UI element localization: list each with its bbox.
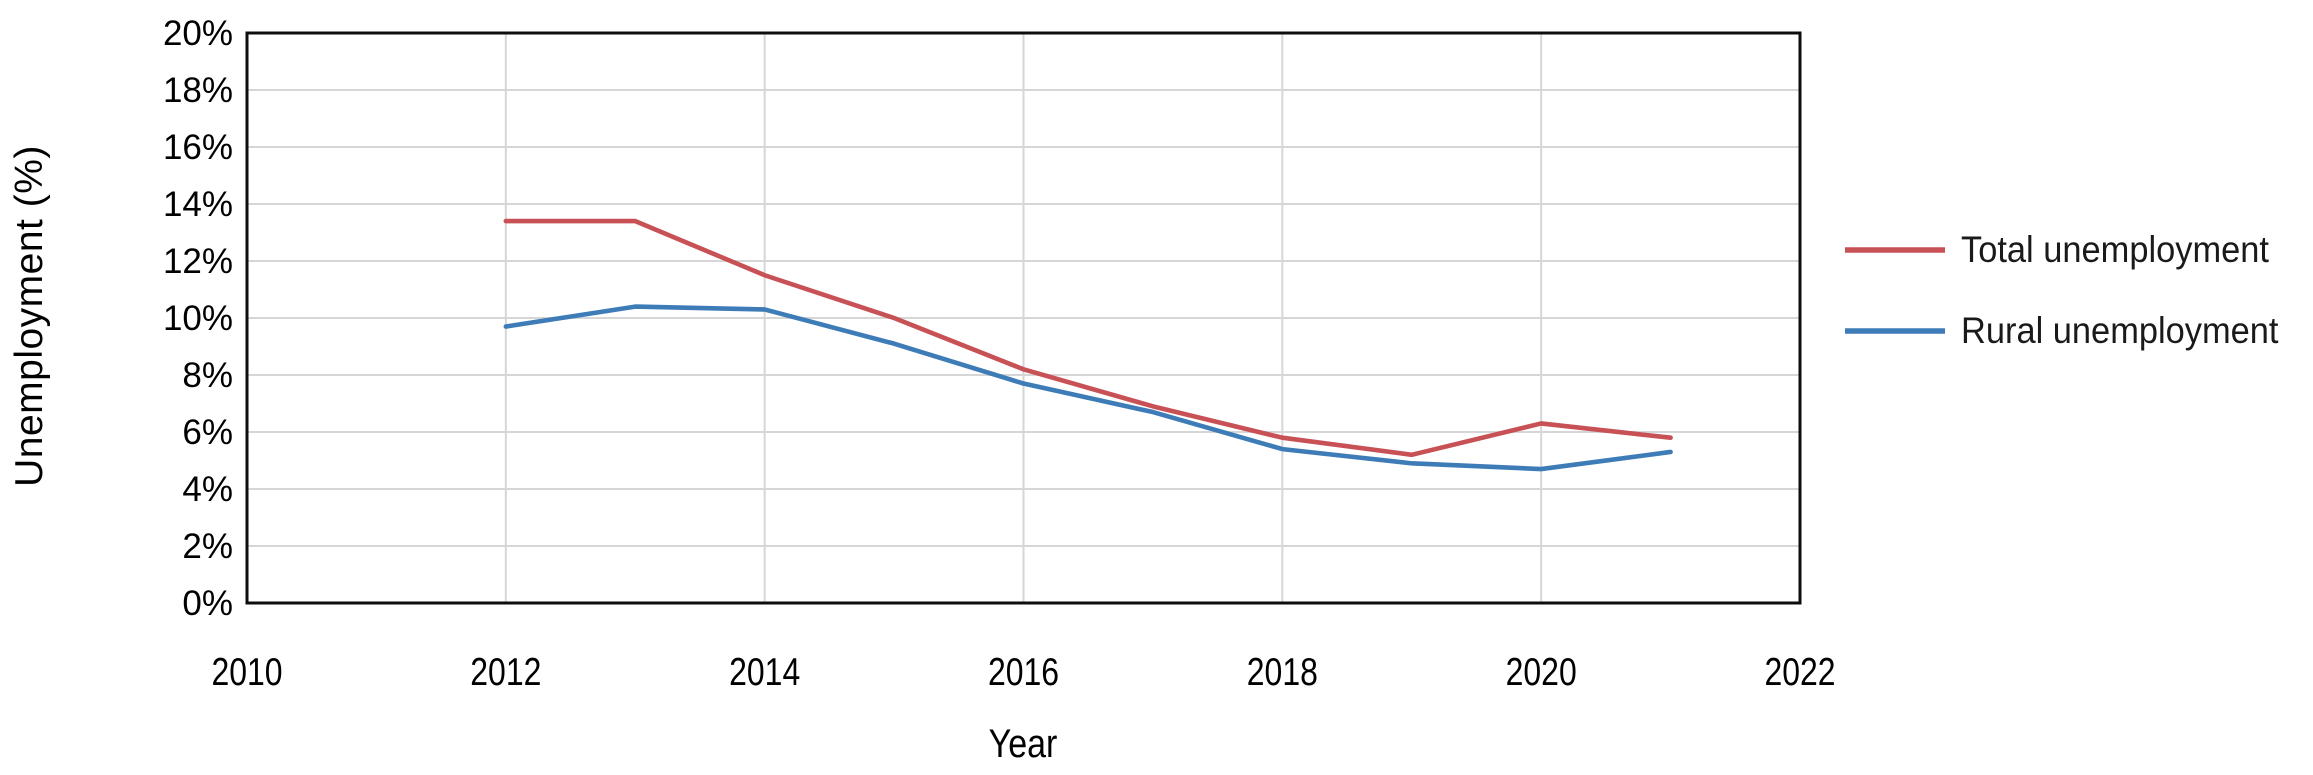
legend-item: Total unemployment — [1843, 225, 2292, 275]
y-tick-label: 4% — [182, 470, 233, 509]
x-tick-group: 2016 — [988, 650, 1059, 694]
y-tick-label: 10% — [163, 299, 233, 338]
x-tick-label: 2020 — [1506, 650, 1577, 694]
y-tick-label: 16% — [163, 128, 233, 167]
x-tick-group: 2014 — [729, 650, 800, 694]
y-tick-label: 6% — [182, 413, 233, 452]
series-line-rural-unemployment — [503, 304, 1673, 472]
x-tick-group: 2010 — [211, 650, 282, 694]
x-tick-label: 2010 — [211, 650, 282, 694]
legend-line-swatch — [1845, 247, 1945, 253]
x-tick-label: 2016 — [988, 650, 1059, 694]
x-tick-group: 2012 — [470, 650, 541, 694]
legend-label: Rural unemployment — [1961, 310, 2279, 351]
plot-border — [245, 31, 1802, 605]
y-tick-label: 8% — [182, 356, 233, 395]
x-tick-label: 2012 — [470, 650, 541, 694]
x-tick-label: 2022 — [1764, 650, 1835, 694]
series-line-total-unemployment — [503, 218, 1673, 458]
y-tick-label: 12% — [163, 242, 233, 281]
x-tick-label: 2018 — [1247, 650, 1318, 694]
y-tick-label: 18% — [163, 71, 233, 110]
legend: Total unemployment Rural unemployment — [1843, 0, 2313, 775]
x-tick-group: 2018 — [1247, 650, 1318, 694]
x-tick-group: 2020 — [1506, 650, 1577, 694]
x-tick-group: 2022 — [1764, 650, 1835, 694]
legend-label: Total unemployment — [1961, 229, 2269, 270]
y-tick-label: 20% — [163, 14, 233, 53]
y-axis-title: Unemployment (%) — [8, 145, 51, 487]
x-axis-title: Year — [988, 722, 1058, 766]
y-tick-label: 0% — [182, 584, 233, 623]
legend-line-swatch — [1845, 328, 1945, 334]
x-tick-label: 2014 — [729, 650, 800, 694]
y-tick-label: 2% — [182, 527, 233, 566]
legend-item: Rural unemployment — [1843, 306, 2302, 356]
y-tick-label: 14% — [163, 185, 233, 224]
